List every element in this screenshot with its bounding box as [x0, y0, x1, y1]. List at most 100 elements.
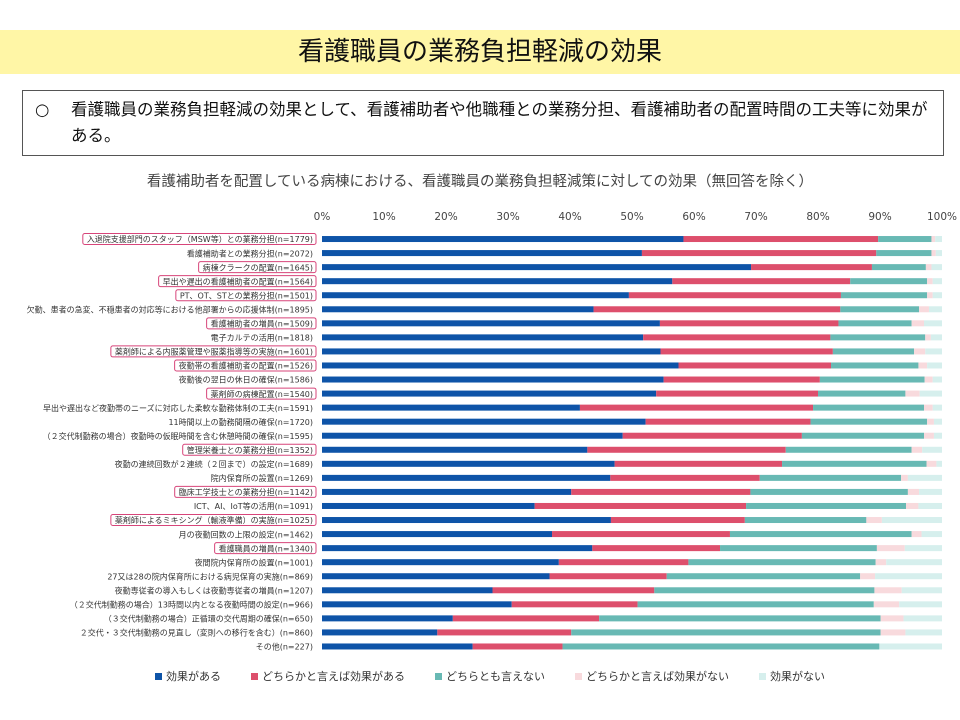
x-tick-label: 10% [372, 211, 395, 223]
bar-segment [831, 362, 919, 369]
bar-segment [579, 404, 814, 411]
bar-segment [876, 545, 905, 552]
bar-segment [511, 601, 638, 608]
bar-segment [785, 446, 912, 453]
category-highlight-frame [110, 345, 317, 358]
bar-segment [622, 432, 802, 439]
bar-segment [322, 376, 664, 383]
bar-segment [924, 320, 942, 327]
category-highlight-frame [214, 542, 317, 555]
bar-segment [571, 488, 751, 495]
bar-segment [874, 587, 902, 594]
bar-segment [688, 559, 876, 566]
bar-segment [729, 531, 912, 538]
bar-segment [850, 278, 928, 285]
bar-segment [932, 404, 942, 411]
bar-segment [552, 531, 730, 538]
bar-segment [641, 250, 877, 257]
category-label: （３交代制勤務の場合）正循環の交代周期の確保(n=650) [104, 614, 313, 624]
legend-swatch [251, 672, 258, 680]
category-label: 早出や遅出の看護補助者の配置(n=1564) [163, 276, 313, 286]
legend-swatch [575, 672, 582, 680]
bar-segment [654, 587, 875, 594]
bar-segment [875, 573, 942, 580]
bar-segment [744, 517, 867, 524]
bar-segment [678, 362, 832, 369]
bar-segment [810, 418, 928, 425]
bar-segment [659, 320, 839, 327]
bar-segment [919, 390, 942, 397]
bar-segment [437, 629, 572, 636]
bar-segment [880, 629, 906, 636]
bar-segment [911, 531, 922, 538]
bar-segment [614, 460, 783, 467]
bar-segment [534, 502, 747, 509]
bar-segment [932, 292, 942, 299]
bar-segment [322, 264, 752, 271]
category-label: 管理栄養士との業務分担(n=1352) [187, 445, 313, 455]
bar-segment [813, 404, 925, 411]
bar-segment [759, 474, 902, 481]
bar-segment [918, 362, 928, 369]
bar-segment [587, 446, 786, 453]
bar-segment [663, 376, 820, 383]
bar-segment [322, 517, 611, 524]
bar-segment [750, 488, 908, 495]
bar-segment [645, 418, 811, 425]
bar-segment [322, 236, 684, 243]
bar-segment [933, 418, 942, 425]
bar-segment [660, 348, 833, 355]
bar-segment [924, 376, 933, 383]
bar-segment [905, 629, 942, 636]
chart-legend: 効果がある どちらかと言えば効果がある どちらとも言えない どちらかと言えば効果がない… [155, 668, 825, 684]
bar-segment [643, 334, 831, 341]
category-label: 院内保育所の設置(n=1269) [211, 473, 313, 483]
bar-segment [322, 531, 553, 538]
bar-segment [840, 306, 920, 313]
bar-segment [931, 250, 936, 257]
category-label: 入退院支援部門のスタッフ（MSW等）との業務分担(n=1779) [87, 234, 313, 244]
bar-segment [452, 615, 600, 622]
legend-item: どちらかと言えば効果がない [575, 668, 729, 684]
bar-segment [782, 460, 927, 467]
bar-segment [911, 320, 925, 327]
bar-segment [593, 306, 841, 313]
bar-segment [924, 432, 934, 439]
bar-segment [935, 236, 942, 243]
x-tick-label: 60% [682, 211, 705, 223]
bar-segment [322, 390, 657, 397]
bar-segment [932, 376, 942, 383]
bar-segment [860, 573, 876, 580]
category-label: 27又は28の院内保育所における病児保育の実施(n=869) [107, 571, 313, 581]
bar-segment [935, 250, 942, 257]
category-label: 11時間以上の勤務間隔の確保(n=1720) [168, 417, 313, 427]
bar-segment [322, 643, 473, 650]
category-highlight-frame [206, 387, 317, 400]
bar-segment [911, 446, 923, 453]
bar-segment [322, 474, 611, 481]
bar-segment [904, 545, 942, 552]
category-label: 看護補助者の増員(n=1509) [211, 319, 313, 329]
category-label: 病棟クラークの配置(n=1645) [203, 262, 313, 272]
category-highlight-frame [158, 275, 317, 288]
bar-segment [472, 643, 563, 650]
category-label: （２交代制勤務の場合）13時間以内となる夜勤時間の設定(n=966) [70, 600, 313, 610]
bar-segment [922, 446, 942, 453]
bar-segment [322, 250, 642, 257]
bar-segment [830, 334, 926, 341]
category-label: 夜勤後の翌日の休日の確保(n=1586) [179, 375, 313, 385]
bar-segment [927, 418, 934, 425]
summary-box: ○ 看護職員の業務負担軽減の効果として、看護補助者や他職種との業務分担、看護補助… [22, 90, 944, 156]
bar-segment [322, 601, 512, 608]
bar-segment [322, 502, 535, 509]
bar-segment [925, 348, 942, 355]
bar-segment [927, 362, 942, 369]
bar-segment [921, 531, 942, 538]
bar-segment [905, 390, 920, 397]
bar-segment [840, 292, 928, 299]
bar-segment [866, 517, 882, 524]
category-highlight-frame [174, 359, 317, 372]
legend-item: どちらかと言えば効果がある [251, 668, 405, 684]
bar-segment [637, 601, 874, 608]
bar-segment [875, 559, 887, 566]
